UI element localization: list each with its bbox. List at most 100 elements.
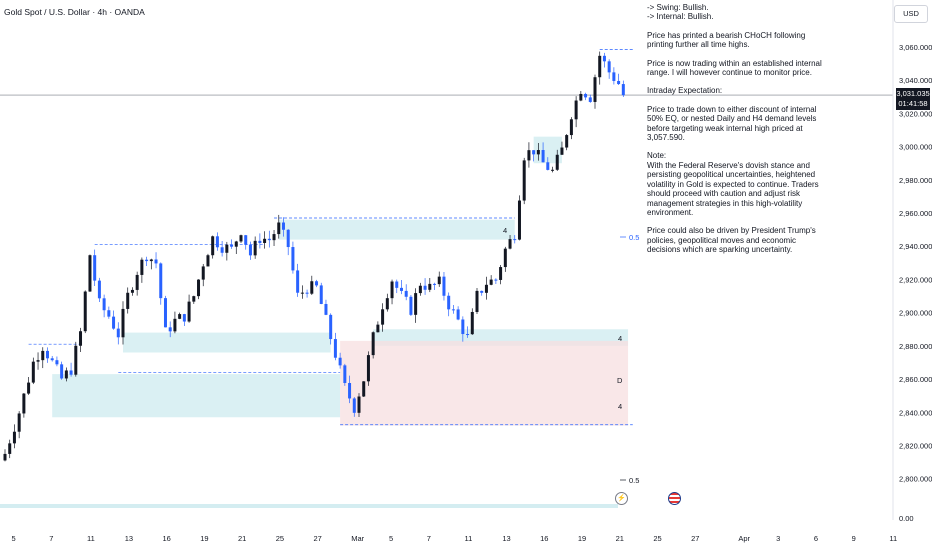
candle-body [230,244,234,247]
time-tick-label: 5 [11,534,15,543]
candle-body [569,119,573,136]
price-tick-label: 2,800.000 [899,475,932,484]
candle-body [296,270,300,293]
candle-body [348,382,352,399]
candle-body [541,150,545,163]
demand-zone-mid [123,332,331,353]
candle-body [55,360,59,365]
demand-zone-left [52,374,341,418]
candle-body [584,93,588,98]
candle-body [324,303,328,315]
candle-body [300,292,304,294]
zone-mid-marker: D [617,376,623,385]
price-axis: 3,060.000 3,040.000 3,020.000 3,000.000 2,98… [899,43,932,523]
candle-body [145,259,149,262]
candle-body [36,360,40,362]
candle-body [437,276,441,285]
candle-body [45,350,49,359]
price-tick-label: 2,980.000 [899,176,932,185]
candle-body [8,443,12,454]
candle-body [551,169,555,171]
candle-body [513,239,517,241]
candle-body [130,289,134,293]
candle-body [617,80,621,85]
candle-body [173,318,177,332]
symbol-title: Gold Spot / U.S. Dollar · 4h · OANDA [4,7,145,17]
candle-body [168,327,172,332]
candle-body [187,301,191,322]
price-tick-label: 3,000.000 [899,143,932,152]
note-heading: Intraday Expectation: [647,86,723,96]
us-flag-icon[interactable] [668,492,681,505]
candle-body [74,345,78,375]
time-tick-label: 13 [502,534,510,543]
candle-body [494,279,498,281]
time-tick-label: 16 [540,534,548,543]
candle-body [522,160,526,201]
time-tick-label: 19 [578,534,586,543]
candlestick-series [3,51,625,462]
candle-body [97,280,101,299]
candle-body [579,93,583,101]
eq-upper-label: 0.5 [629,233,639,242]
time-tick-label: 25 [653,534,661,543]
time-tick-label: 7 [427,534,431,543]
price-tick-label: 3,040.000 [899,76,932,85]
candle-body [612,72,616,81]
candle-body [220,247,224,253]
candle-body [263,238,267,243]
time-tick-label: 11 [87,534,95,543]
candle-body [159,263,163,299]
time-tick-label: 6 [814,534,818,543]
current-price-tag: 3,031.035 01:41:58 [896,88,930,110]
candle-body [258,240,262,243]
candle-body [253,240,257,256]
price-tick-label: 2,860.000 [899,375,932,384]
candle-body [418,285,422,294]
candle-body [315,281,319,286]
candle-body [343,365,347,383]
candle-body [508,239,512,249]
price-tick-label: 3,060.000 [899,43,932,52]
candle-body [451,309,455,311]
candle-body [112,316,116,329]
candle-body [121,308,125,338]
candle-body [12,431,16,444]
candle-body [149,259,153,262]
candle-body [385,298,389,310]
price-tick-label: 2,920.000 [899,275,932,284]
upper-range-box [278,219,515,240]
candle-body [272,234,276,241]
candle-body [362,381,366,397]
candle-body [338,357,342,366]
candle-body [211,236,215,256]
candle-body [536,150,540,155]
time-tick-label: 27 [691,534,699,543]
candle-body [352,398,356,413]
candle-body [135,274,139,290]
candle-body [83,291,87,332]
lightning-icon[interactable]: ⚡ [615,492,628,505]
candle-body [475,290,479,312]
supply-zone-lower [340,340,629,426]
candle-body [79,331,83,346]
currency-button[interactable]: USD [894,5,928,23]
eq-lower-label: 0.5 [629,476,639,485]
candle-body [22,393,26,414]
candle-body [390,281,394,299]
candle-body [88,255,92,292]
time-tick-label: 16 [162,534,170,543]
candle-body [602,55,606,62]
note-expectation: Price to trade down to either discount o… [647,104,817,143]
time-tick-label: Apr [738,534,750,543]
candle-body [423,285,427,290]
candle-body [621,84,625,96]
candle-body [499,267,503,280]
time-tick-label: 7 [49,534,53,543]
current-price-value: 3,031.035 [896,89,930,98]
time-tick-label: 5 [389,534,393,543]
candle-body [433,283,437,285]
price-tick-label: 3,020.000 [899,109,932,118]
candle-body [404,290,408,297]
